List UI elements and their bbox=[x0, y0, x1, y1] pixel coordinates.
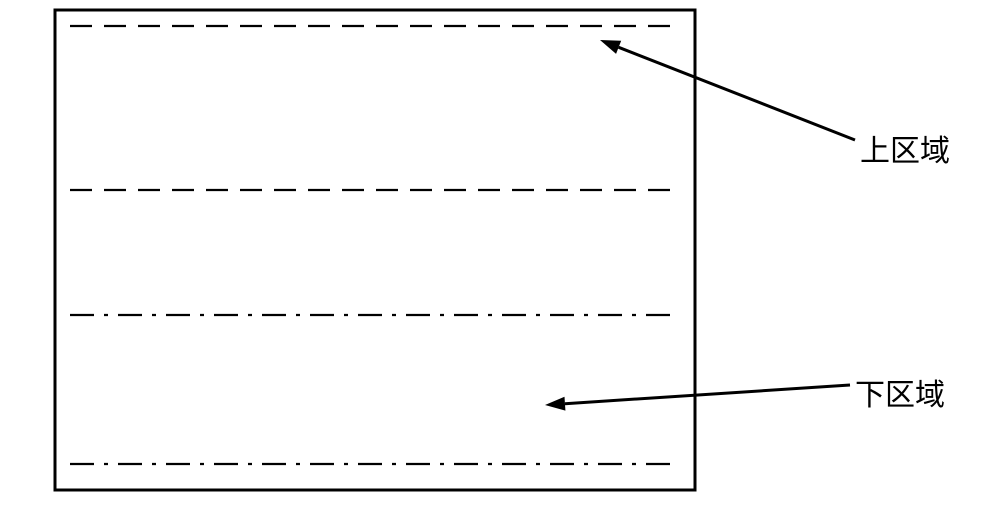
outer-box bbox=[55, 10, 695, 490]
lower-region-label: 下区域 bbox=[855, 370, 945, 414]
upper-region-label: 上区域 bbox=[860, 126, 950, 170]
diagram-canvas bbox=[0, 0, 1000, 509]
